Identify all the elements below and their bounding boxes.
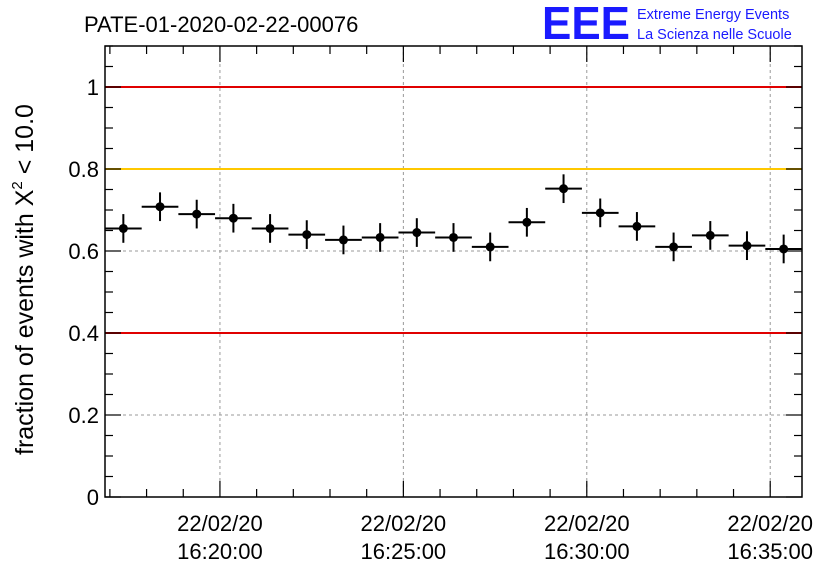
data-point: [449, 232, 458, 242]
y-tick-label: 0.8: [68, 157, 99, 182]
y-tick-label: 0.2: [68, 403, 99, 428]
eee-logo: EEE Extreme Energy Events La Scienza nel…: [542, 0, 792, 49]
y-tick-label: 0.6: [68, 239, 99, 264]
data-point: [228, 213, 238, 223]
data-point: [705, 230, 715, 240]
data-point: [632, 221, 642, 231]
y-axis-label-exponent: 2: [9, 181, 26, 189]
data-point: [742, 241, 752, 251]
y-axis-label: fraction of events with X2 < 10.0: [9, 104, 39, 455]
data-point: [192, 209, 202, 219]
chart-title: PATE-01-2020-02-22-00076: [84, 12, 358, 37]
logo-line-1: Extreme Energy Events: [637, 7, 789, 23]
data-point: [522, 217, 532, 227]
data-point: [412, 228, 422, 238]
y-tick-label: 0.4: [68, 321, 99, 346]
data-point: [338, 235, 348, 245]
axes: 0 0.2 0.4 0.6 0.8 1 22/02/20 16:20:00 22/02/20 16…: [68, 45, 813, 564]
x-tick-label-time: 16:25:00: [361, 539, 447, 564]
data-point: [485, 242, 495, 252]
logo-mark: EEE: [542, 0, 630, 49]
x-tick-label-time: 16:35:00: [727, 539, 813, 564]
data-point: [155, 202, 165, 212]
y-axis-label-chi: X: [11, 189, 39, 206]
y-axis-label-suffix: < 10.0: [11, 104, 39, 181]
data-point: [302, 230, 312, 240]
data-series: [105, 174, 802, 264]
x-tick-label-date: 22/02/20: [727, 511, 813, 536]
y-tick-label: 1: [87, 75, 99, 100]
x-tick-label-date: 22/02/20: [177, 511, 263, 536]
data-point: [779, 244, 789, 254]
data-point: [595, 208, 605, 218]
data-point: [669, 242, 679, 252]
x-tick-label-time: 16:20:00: [177, 539, 263, 564]
logo-line-2: La Scienza nelle Scuole: [637, 27, 792, 43]
x-tick-label-date: 22/02/20: [544, 511, 630, 536]
x-tick-label-time: 16:30:00: [544, 539, 630, 564]
data-point: [265, 223, 275, 233]
grid-layer: [105, 46, 802, 498]
reference-lines: [105, 86, 802, 334]
data-point: [118, 223, 128, 233]
plot-frame: [104, 45, 803, 498]
data-point: [375, 232, 385, 242]
data-point: [559, 184, 569, 194]
y-axis-label-prefix: fraction of events with: [11, 206, 39, 455]
y-tick-label: 0: [87, 485, 99, 510]
x-tick-label-date: 22/02/20: [361, 511, 447, 536]
